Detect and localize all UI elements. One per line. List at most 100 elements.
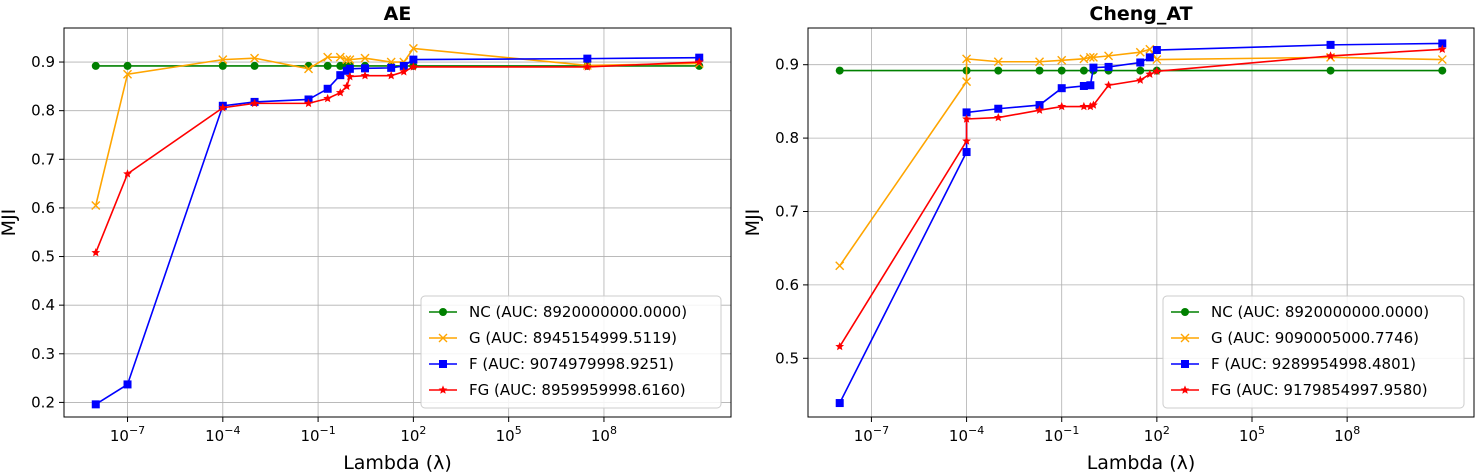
axes-frame: [807, 27, 1475, 418]
x-tick-base: 10: [1144, 427, 1163, 445]
data-point: [336, 71, 345, 80]
data-point: [835, 261, 845, 271]
legend-entry: NC (AUC: 8920000000.0000): [429, 303, 687, 321]
legend-entry: FG (AUC: 9179854997.9580): [1171, 381, 1428, 399]
data-point: [399, 61, 408, 70]
x-tick-base: 10: [854, 427, 873, 445]
x-tick-label: 10−7: [110, 424, 145, 445]
data-point: [1152, 55, 1162, 65]
y-tick-label: 0.4: [31, 296, 55, 314]
data-point: [1145, 44, 1155, 54]
data-point: [1035, 105, 1044, 114]
data-point: [123, 380, 132, 389]
data-point: [1079, 81, 1088, 90]
data-point: [409, 55, 418, 64]
data-point: [91, 200, 101, 210]
data-point: [345, 72, 355, 81]
series-square: [91, 53, 704, 409]
x-tick-base: 10: [205, 427, 224, 445]
data-point: [1135, 47, 1145, 57]
chart-panel-1: 10−7 10−4 10−1 102 105 1080.20.30.40.50.60.70…: [0, 3, 732, 474]
data-point: [218, 55, 228, 65]
data-point: [386, 71, 396, 80]
data-point: [304, 98, 313, 108]
data-point: [835, 66, 844, 75]
y-tick-label: 0.5: [775, 349, 799, 367]
axes-frame: [63, 27, 732, 418]
legend-entry: F (AUC: 9289954998.4801): [1171, 355, 1416, 373]
data-point: [1104, 62, 1113, 71]
x-tick-exponent: −7: [129, 424, 145, 437]
data-point: [835, 399, 844, 408]
legend-label: NC (AUC: 8920000000.0000): [469, 303, 687, 321]
x-tick-exponent: 5: [1258, 424, 1265, 437]
data-point: [1085, 101, 1095, 111]
legend-marker: [438, 333, 448, 343]
data-point: [360, 71, 370, 80]
legend-marker: [439, 360, 447, 368]
data-point: [1326, 51, 1335, 60]
data-point: [962, 77, 972, 87]
data-point: [962, 54, 972, 64]
data-point: [1057, 101, 1067, 111]
data-point: [583, 54, 592, 63]
legend-marker: [1181, 308, 1189, 316]
data-point: [323, 93, 333, 103]
data-point: [962, 148, 971, 157]
legend-label: FG (AUC: 8959959998.6160): [469, 381, 686, 399]
data-point: [1136, 66, 1145, 75]
data-point: [1438, 39, 1447, 48]
data-point: [304, 64, 314, 74]
x-tick-label: 10−1: [300, 424, 335, 445]
legend-box: [1162, 295, 1465, 409]
data-point: [1079, 101, 1089, 111]
data-point: [91, 248, 101, 257]
x-tick-exponent: 2: [1163, 424, 1170, 437]
chart-title: AE: [384, 3, 412, 25]
legend-marker: [1180, 385, 1190, 394]
legend-entry: F (AUC: 9074979998.9251): [429, 355, 674, 373]
data-point: [342, 55, 352, 65]
y-tick-label: 0.5: [31, 248, 55, 266]
x-tick-exponent: 8: [610, 424, 617, 437]
data-point: [1086, 81, 1095, 90]
data-point: [323, 84, 332, 93]
data-point: [335, 52, 345, 62]
data-point: [218, 61, 227, 70]
x-axis-label: Lambda (λ): [1087, 452, 1196, 474]
x-tick-base: 10: [110, 427, 129, 445]
data-point: [1152, 46, 1161, 55]
x-tick-label: 105: [496, 424, 522, 445]
data-point: [218, 103, 228, 112]
data-point: [123, 61, 132, 70]
data-point: [1135, 75, 1145, 84]
x-tick-base: 10: [1239, 427, 1258, 445]
legend-marker: [1180, 333, 1190, 343]
data-point: [1136, 58, 1145, 67]
x-tick-label: 102: [400, 424, 426, 445]
data-point: [994, 66, 1003, 75]
data-point: [336, 61, 345, 70]
data-point: [250, 53, 260, 63]
x-tick-exponent: −4: [224, 424, 240, 437]
legend-entry: FG (AUC: 8959959998.6160): [429, 381, 686, 399]
legend-marker: [1181, 360, 1189, 368]
x-tick-label: 10−4: [949, 424, 984, 445]
series-x: [91, 43, 704, 210]
y-axis-label: MJI: [742, 209, 764, 237]
data-point: [1085, 52, 1095, 62]
legend-label: FG (AUC: 9179854997.9580): [1211, 381, 1428, 399]
data-point: [1089, 100, 1098, 109]
data-point: [1326, 66, 1335, 75]
data-point: [1438, 66, 1447, 75]
data-point: [1057, 84, 1066, 93]
x-tick-label: 108: [1334, 424, 1360, 445]
data-point: [387, 63, 396, 72]
chart-title: Cheng_AT: [1089, 3, 1192, 25]
y-tick-label: 0.7: [31, 150, 55, 168]
x-tick-base: 10: [1334, 427, 1353, 445]
x-tick-exponent: −4: [968, 424, 984, 437]
data-point: [399, 67, 409, 76]
data-point: [1104, 80, 1113, 89]
data-point: [1057, 66, 1066, 75]
